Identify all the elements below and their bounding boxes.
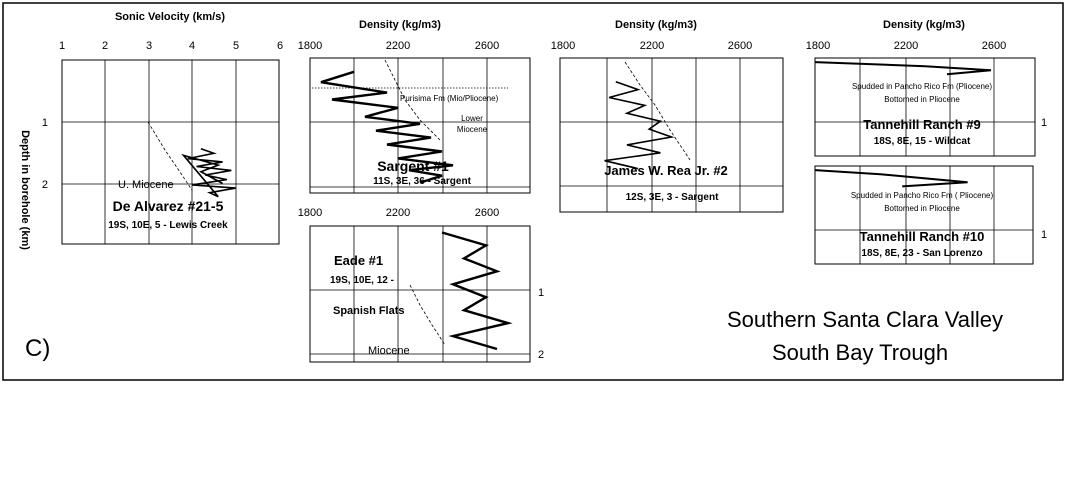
data-series-line (181, 147, 236, 198)
x-tick-label: 2600 (982, 40, 1006, 52)
well-location: 18S, 8E, 23 - San Lorenzo (861, 248, 982, 259)
plot-frame (559, 57, 784, 213)
annotation-label: Bottomed in Pliocene (884, 95, 960, 104)
grid-lines (560, 58, 783, 212)
x-tick-label: 1 (59, 40, 65, 52)
annotation-label: Miocene (457, 125, 488, 134)
plot-frame (309, 225, 531, 363)
x-tick-label: 3 (146, 40, 152, 52)
chart-sargent-1: Density (kg/m3) 1800 2200 2600 Purisima … (298, 19, 531, 194)
plot-frame (309, 57, 531, 194)
chart-tannehill-ranch-9: Density (kg/m3) 1800 2200 2600 Spudded i… (806, 19, 1047, 157)
annotation-label: Purisima Fm (Mio/Pliocene) (400, 94, 499, 103)
x-tick-labels: 1 2 3 4 5 6 (59, 40, 283, 52)
x-tick-label: 2200 (386, 207, 410, 219)
plot-frame (814, 165, 1034, 265)
x-tick-label: 4 (189, 40, 195, 52)
region-title-line2: South Bay Trough (772, 340, 948, 365)
annotation-label: Lower (461, 114, 483, 123)
grid-lines (310, 226, 530, 362)
chart-james-w-rea-jr-2: Density (kg/m3) 1800 2200 2600 James W. … (551, 19, 784, 213)
annotation-label: Bottomed in Pliocene (884, 204, 960, 213)
data-series-line (604, 80, 675, 170)
well-location: 11S, 3E, 36 - Sargent (373, 176, 471, 187)
well-name: Eade #1 (334, 253, 383, 268)
trend-line (624, 61, 691, 161)
x-tick-label: 2200 (386, 40, 410, 52)
well-name: Tannehill Ranch #10 (860, 229, 985, 244)
chart-title: Density (kg/m3) (883, 19, 965, 31)
plot-frame (814, 57, 1036, 157)
y-tick-label: 1 (1041, 229, 1047, 241)
chart-title: Density (kg/m3) (359, 19, 441, 31)
well-name: De Alvarez #21-5 (113, 198, 224, 214)
well-location: 12S, 3E, 3 - Sargent (626, 192, 719, 203)
annotation-label: U. Miocene (118, 179, 174, 191)
x-tick-label: 1800 (551, 40, 575, 52)
x-tick-label: 5 (233, 40, 239, 52)
grid-lines (815, 166, 1033, 264)
y-tick-label: 1 (1041, 117, 1047, 129)
data-series-line (814, 169, 968, 188)
annotation-label: Spudded in Pancho Rico Fm (Pliocene) (852, 82, 992, 91)
x-tick-label: 2 (102, 40, 108, 52)
x-tick-label: 1800 (806, 40, 830, 52)
grid-lines (815, 58, 1035, 156)
chart-title: Sonic Velocity (km/s) (115, 11, 225, 23)
y-axis-label: Depth in borehole (km) (19, 130, 31, 250)
well-name: Tannehill Ranch #9 (863, 117, 981, 132)
trend-line (409, 284, 446, 346)
y-tick-label: 2 (42, 179, 48, 191)
annotation-label: Spudded in Pancho Rico Fm ( Pliocene) (851, 191, 994, 200)
x-tick-label: 2600 (728, 40, 752, 52)
well-name: James W. Rea Jr. #2 (604, 163, 728, 178)
trend-line (147, 121, 193, 191)
x-tick-label: 2200 (894, 40, 918, 52)
x-tick-label: 2600 (475, 207, 499, 219)
y-tick-label: 2 (538, 349, 544, 361)
x-tick-label: 2600 (475, 40, 499, 52)
data-series-line (320, 70, 454, 184)
figure-frame (2, 2, 1064, 381)
panel-label: C) (25, 335, 50, 362)
x-tick-label: 1800 (298, 207, 322, 219)
plot-frame (61, 59, 280, 245)
chart-title: Density (kg/m3) (615, 19, 697, 31)
annotation-label: Spanish Flats (333, 305, 405, 317)
well-location: 19S, 10E, 5 - Lewis Creek (108, 220, 228, 231)
well-name: Sargent #1 (377, 158, 449, 174)
well-location: 18S, 8E, 15 - Wildcat (874, 136, 971, 147)
well-location: 19S, 10E, 12 - (330, 275, 394, 286)
y-tick-label: 1 (538, 287, 544, 299)
grid-lines (310, 58, 530, 193)
region-title-line1: Southern Santa Clara Valley (727, 307, 1003, 332)
chart-tannehill-ranch-10: Spudded in Pancho Rico Fm ( Pliocene) Bo… (814, 165, 1047, 265)
data-series-line (441, 231, 513, 351)
annotation-label: Miocene (368, 345, 410, 357)
x-tick-label: 6 (277, 40, 283, 52)
x-tick-label: 2200 (640, 40, 664, 52)
grid-lines (62, 60, 279, 244)
x-tick-label: 1800 (298, 40, 322, 52)
chart-eade-1: 1800 2200 2600 Eade #1 19S, 10E, 12 - Sp… (298, 207, 544, 363)
chart-sonic-velocity: Sonic Velocity (km/s) 1 2 3 4 5 6 1 2 U.… (42, 11, 283, 245)
y-tick-label: 1 (42, 117, 48, 129)
data-series-line (814, 61, 992, 76)
